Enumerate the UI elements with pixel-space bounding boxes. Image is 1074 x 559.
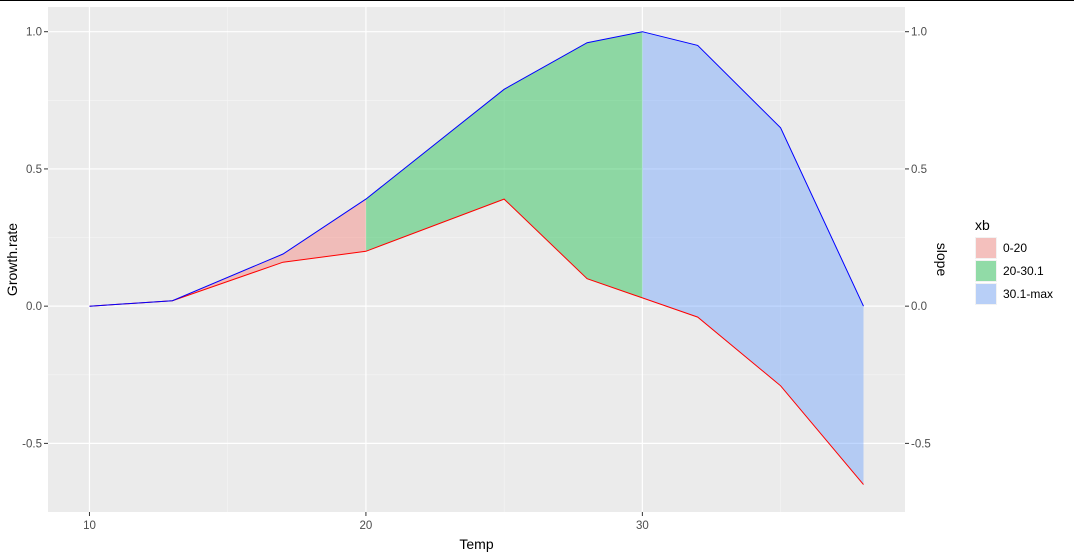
lower-line bbox=[89, 198, 864, 485]
top-rule bbox=[0, 0, 1074, 1]
area-20-30.1 bbox=[365, 31, 643, 298]
legend-key-20-30.1 bbox=[976, 261, 996, 281]
x-tick-label: 10 bbox=[83, 520, 96, 532]
x-tick-label: 30 bbox=[636, 520, 649, 532]
y-axis-right-title: slope bbox=[934, 243, 950, 277]
upper-line bbox=[89, 31, 864, 307]
y-right-tick-label: 0.5 bbox=[911, 164, 927, 176]
legend-label-20-30.1: 20-30.1 bbox=[1003, 264, 1044, 278]
legend-key-bg bbox=[975, 237, 997, 259]
boundary-lines bbox=[89, 31, 864, 485]
legend-key-0-20 bbox=[976, 238, 996, 258]
y-right-tick-label: -0.5 bbox=[911, 438, 931, 450]
y-left-tick-label: 0.0 bbox=[26, 301, 42, 313]
legend-title: xb bbox=[975, 217, 990, 233]
axes: 10 20 30 -0.5 0.0 0.5 1.0 -0.5 0.0 0.5 1.0 bbox=[22, 27, 931, 532]
legend-label-0-20: 0-20 bbox=[1003, 241, 1027, 255]
gridlines bbox=[48, 7, 905, 512]
area-0-20 bbox=[89, 199, 366, 307]
x-tick-label: 20 bbox=[360, 520, 373, 532]
y-axis-left-title: Growth.rate bbox=[4, 223, 20, 296]
legend-key-bg bbox=[975, 283, 997, 305]
plot-panel bbox=[48, 7, 905, 512]
ribbon-areas bbox=[89, 31, 864, 485]
y-right-tick-label: 1.0 bbox=[911, 27, 927, 39]
y-right-tick-label: 0.0 bbox=[911, 301, 927, 313]
x-axis-title: Temp bbox=[459, 536, 493, 552]
legend-label-30.1-max: 30.1-max bbox=[1003, 287, 1053, 301]
legend-key-bg bbox=[975, 260, 997, 282]
area-30.1-max bbox=[642, 31, 864, 485]
legend: xb 0-20 20-30.1 30.1-max bbox=[975, 217, 1053, 305]
y-left-tick-label: 1.0 bbox=[26, 27, 42, 39]
legend-key-30.1-max bbox=[976, 284, 996, 304]
y-left-tick-label: 0.5 bbox=[26, 164, 42, 176]
y-left-tick-label: -0.5 bbox=[22, 438, 42, 450]
